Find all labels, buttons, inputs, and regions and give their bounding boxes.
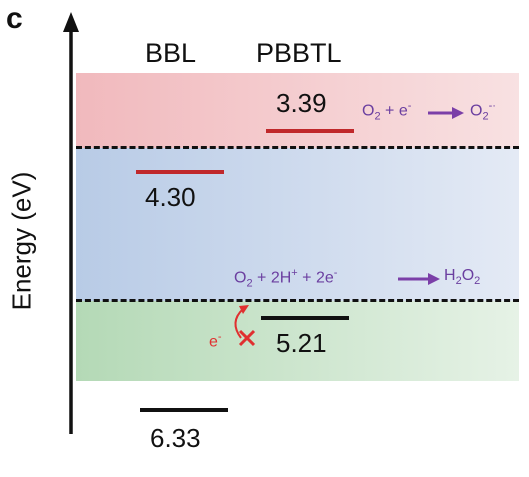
peroxide-reaction-product: H2O2 xyxy=(444,267,480,287)
pbbtl-lumo-line xyxy=(266,129,354,133)
bbl-homo-value: 6.33 xyxy=(150,423,201,454)
bbl-lumo-line xyxy=(136,170,224,174)
superoxide-reaction-reactants: O2 + e- xyxy=(362,100,411,123)
column-label-bbl: BBL xyxy=(145,38,196,69)
peroxide-reaction-reactants: O2 + 2H+ + 2e- xyxy=(234,267,337,290)
y-axis-label: Energy (eV) xyxy=(7,172,38,311)
pbbtl-lumo-value: 3.39 xyxy=(276,88,327,119)
panel-letter: c xyxy=(6,2,23,36)
column-label-pbbtl: PBBTL xyxy=(256,38,342,69)
bbl-lumo-value: 4.30 xyxy=(145,182,196,213)
pbbtl-homo-line xyxy=(261,316,349,320)
blocked-electron-label: e- xyxy=(209,331,222,351)
pbbtl-homo-value: 5.21 xyxy=(276,328,327,359)
superoxide-reaction-product: O2-· xyxy=(470,100,496,123)
bbl-homo-line xyxy=(140,408,228,412)
